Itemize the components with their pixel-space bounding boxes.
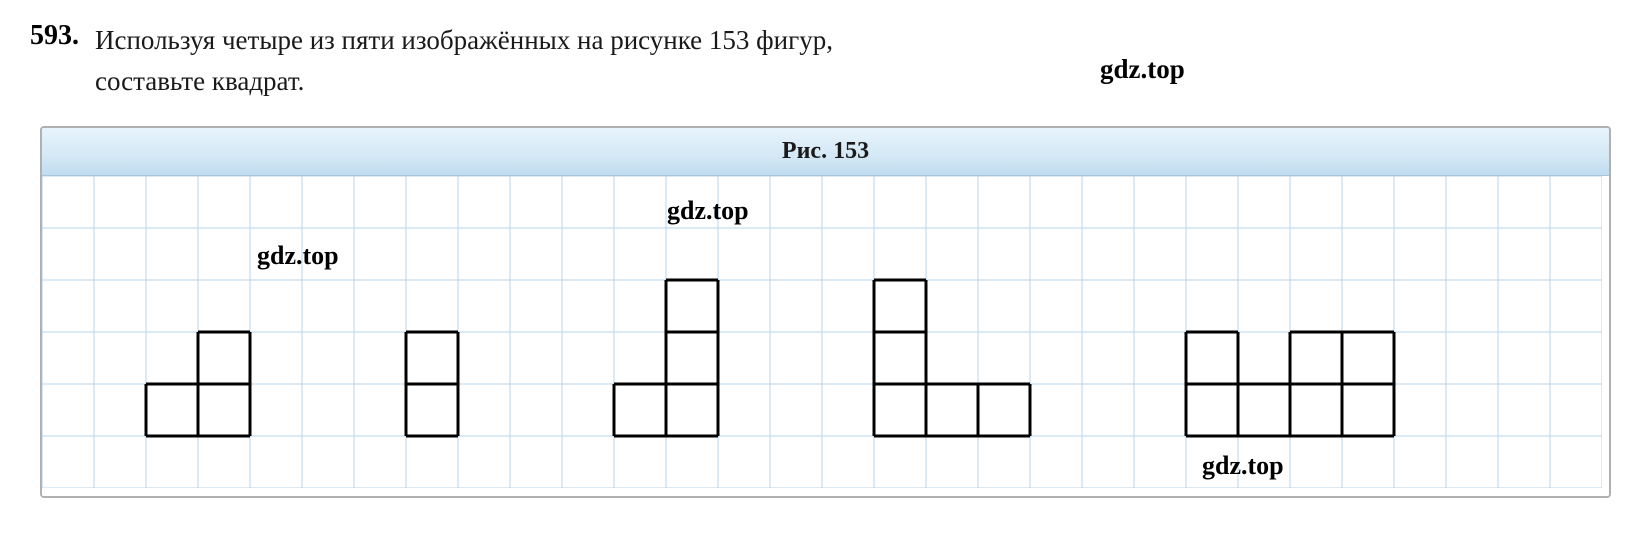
figure-title: Рис. 153 — [782, 138, 869, 164]
figure-title-bar: Рис. 153 — [42, 128, 1609, 176]
problem-text: Используя четыре из пяти изображённых на… — [95, 20, 1621, 101]
grid-area: gdz.top gdz.top gdz.top — [42, 176, 1609, 496]
watermark-1: gdz.top — [1100, 54, 1185, 85]
problem-text-line1: Используя четыре из пяти изображённых на… — [95, 25, 833, 55]
problem-number: 593. — [30, 20, 79, 52]
problem-text-line2: составьте квадрат. — [95, 66, 304, 96]
figure-container: Рис. 153 gdz.top gdz.top gdz.top — [40, 126, 1611, 498]
grid-svg — [42, 176, 1602, 488]
